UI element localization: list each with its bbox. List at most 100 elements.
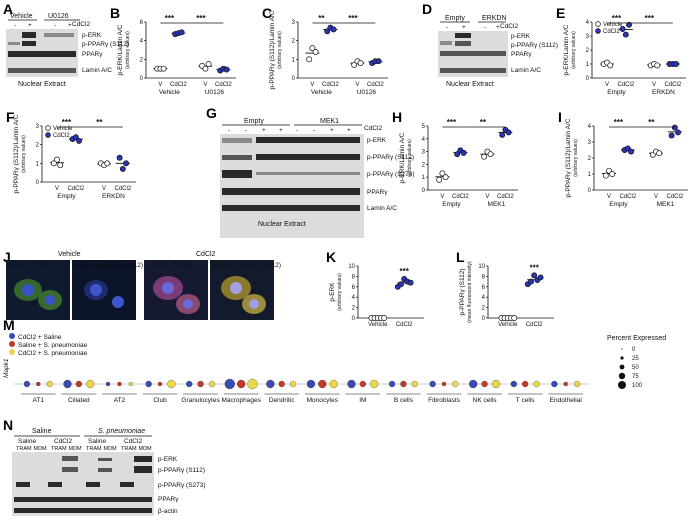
- x-tick-label: CdCl2: [67, 186, 84, 192]
- blot-label: p-ERK: [367, 137, 387, 144]
- panel-letter-j: J: [3, 249, 11, 265]
- sig-label: ***: [196, 14, 206, 23]
- treatment-label: CdCl2: [72, 21, 90, 28]
- data-point: [223, 66, 230, 73]
- panel-letter-d: D: [422, 1, 432, 17]
- data-point: [460, 149, 467, 156]
- cell-label: MDM: [34, 446, 48, 452]
- sig-label: ***: [530, 263, 540, 272]
- stain-label: p-ERK: [74, 262, 94, 269]
- x-tick-label: V: [203, 82, 207, 88]
- panel-k: Kp-ERK (arbitrary values) 0 2 4 6 8 10 Vehicle Cd…: [326, 249, 424, 328]
- blot-label: Lamin A/C: [511, 67, 541, 74]
- data-point: [324, 28, 331, 35]
- blot-label: p-ERK: [511, 33, 531, 40]
- y-tick-label: 4: [352, 295, 356, 301]
- sign: -: [54, 22, 56, 29]
- sig-label: ***: [614, 118, 624, 127]
- y-tick-label: 6: [352, 285, 356, 291]
- legend-label: Vehicle: [603, 22, 623, 28]
- group-label-empty: Empty: [445, 15, 465, 22]
- cell-type-label: Club: [153, 397, 167, 404]
- sign: +: [347, 127, 351, 134]
- cell-label: TRAM: [121, 446, 137, 452]
- x-tick-label: V: [605, 82, 609, 88]
- expression-dot: [551, 380, 558, 388]
- panel-h: Hp-ERK/Lamin A/C (arbitrary values) 0 1 2 3 4 5…: [392, 109, 518, 208]
- x-tick-label: V: [310, 82, 314, 88]
- panel-letter-c: C: [262, 5, 272, 21]
- expression-dot: [236, 379, 246, 389]
- y-axis-sublabel: (arbitrary values): [573, 139, 579, 177]
- legend-marker: [595, 21, 601, 27]
- size-legend-label: 50: [632, 365, 639, 371]
- x-tick-label: CdCl2: [617, 82, 634, 88]
- expression-dot: [23, 380, 31, 388]
- panel-i: Ip-PPARγ (S112)/Lamin A/C (arbitrary valu…: [558, 109, 688, 208]
- cell-type-label: Granulocytes: [181, 397, 220, 404]
- y-tick-label: 2: [588, 156, 592, 162]
- size-legend-label: 75: [632, 374, 639, 380]
- x-tick-label: CdCl2: [396, 322, 413, 328]
- data-point: [205, 61, 212, 67]
- y-axis-label: p-PPARγ (S112)/Lamin A/C: [13, 114, 20, 193]
- blot-caption: Nuclear Extract: [258, 221, 306, 228]
- data-point: [511, 315, 518, 321]
- data-point: [628, 148, 634, 155]
- y-tick-label: 6: [140, 20, 144, 26]
- x-tick-label: V: [158, 82, 162, 88]
- blot-caption: Nuclear Extract: [446, 81, 494, 88]
- data-point: [309, 45, 316, 52]
- data-point: [668, 132, 675, 139]
- data-point: [531, 272, 538, 279]
- y-tick-label: 4: [482, 295, 486, 301]
- cell-label: MDM: [139, 446, 153, 452]
- x-tick-label: Vehicle: [498, 322, 518, 328]
- y-tick-label: 2: [586, 48, 590, 54]
- expression-dot: [563, 381, 568, 387]
- y-tick-label: 1: [586, 62, 590, 68]
- gene-label: Mapk1: [3, 358, 10, 378]
- sig-label: **: [318, 14, 325, 23]
- sign: -: [228, 127, 230, 134]
- group-label: MEK1: [657, 201, 675, 208]
- expression-dot: [521, 380, 529, 388]
- y-axis-label: p-ERK: [329, 282, 336, 302]
- expression-dot: [318, 379, 327, 389]
- y-tick-label: 0: [586, 76, 590, 82]
- data-point: [626, 21, 632, 28]
- group-label-empty: Empty: [244, 118, 264, 125]
- sig-label: **: [480, 118, 487, 127]
- y-tick-label: 0: [292, 76, 296, 82]
- expression-dot: [491, 379, 501, 389]
- blot-label: Lamin A/C: [367, 205, 397, 212]
- panel-g: G Empty MEK1 - - + + - - + + CdCl2 p-ERK p-PPAR…: [206, 105, 415, 238]
- y-tick-label: 0: [588, 188, 592, 194]
- cell-type-label: Endothelial: [550, 397, 583, 404]
- expression-dot: [359, 380, 367, 388]
- sign: +: [462, 24, 466, 31]
- data-point: [609, 171, 616, 177]
- sign: -: [245, 127, 247, 134]
- panel-l: Lp-PPARγ (S112) (mean fluorescent intensi…: [456, 249, 554, 328]
- expression-dot: [224, 378, 235, 390]
- expression-dot: [452, 380, 459, 388]
- y-axis-sublabel: (arbitrary values): [407, 139, 413, 177]
- y-axis-label: p-PPARγ (S112)/Lamin A/C: [269, 10, 276, 89]
- y-tick-label: 10: [348, 264, 355, 270]
- data-point: [671, 124, 678, 131]
- y-tick-label: 2: [140, 57, 144, 63]
- stain-label: p-ERK: [9, 262, 29, 269]
- y-tick-label: 2: [36, 143, 40, 149]
- cell-type-label: Ciliated: [68, 397, 90, 404]
- expression-dot: [208, 380, 216, 388]
- y-tick-label: 6: [482, 285, 486, 291]
- data-point: [537, 274, 544, 281]
- data-point: [116, 154, 123, 161]
- blot-label: p-ERK: [158, 456, 178, 463]
- x-tick-label: CdCl2: [666, 194, 683, 200]
- expression-dot: [533, 380, 540, 388]
- x-tick-label: CdCl2: [526, 322, 543, 328]
- panel-f: Fp-PPARγ (S112)/Lamin A/C (arbitrary valu…: [6, 109, 136, 200]
- data-point: [602, 172, 609, 179]
